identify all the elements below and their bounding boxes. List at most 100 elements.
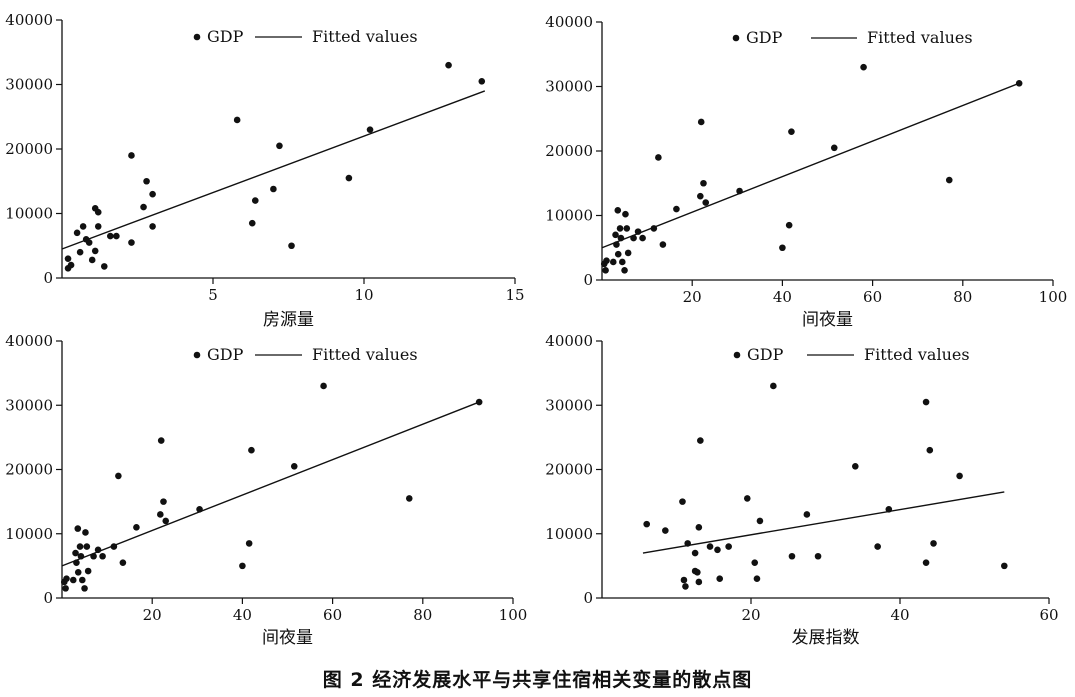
legend: GDP Fitted values bbox=[193, 345, 418, 364]
y-tick-label: 40000 bbox=[5, 332, 53, 350]
data-point bbox=[320, 382, 327, 390]
data-point bbox=[716, 575, 724, 583]
data-point bbox=[725, 543, 732, 550]
x-tick-label: 80 bbox=[953, 288, 972, 306]
fitted-line bbox=[61, 90, 486, 250]
data-point bbox=[616, 225, 624, 232]
data-point bbox=[743, 495, 751, 502]
legend-dot-marker bbox=[733, 351, 741, 359]
data-point bbox=[81, 585, 88, 592]
data-point bbox=[62, 585, 69, 592]
legend-label-gdp: GDP bbox=[746, 28, 783, 47]
data-point bbox=[622, 210, 629, 218]
legend-label-gdp: GDP bbox=[207, 27, 244, 46]
scatter-panel-development-index: 0 10000 20000 30000 40000 20 40 60 发展指数 GDP Fitted… bbox=[537, 328, 1075, 650]
data-point bbox=[149, 223, 156, 230]
fitted-line bbox=[601, 82, 1020, 249]
legend-label-gdp: GDP bbox=[207, 345, 244, 364]
y-tick-label: 30000 bbox=[5, 396, 53, 414]
data-point bbox=[612, 231, 619, 239]
legend: GDP Fitted values bbox=[732, 28, 973, 47]
data-point bbox=[694, 569, 701, 576]
data-point bbox=[874, 543, 881, 550]
y-tick-label: 30000 bbox=[545, 78, 593, 96]
data-point bbox=[73, 229, 81, 237]
x-tick-label: 15 bbox=[505, 286, 524, 304]
data-point bbox=[662, 527, 669, 534]
data-point bbox=[76, 248, 84, 256]
chart-svg: 0 10000 20000 30000 40000 20 40 60 发展指数 GDP Fitted… bbox=[545, 332, 1058, 648]
y-tick-label: 20000 bbox=[5, 461, 53, 479]
data-point bbox=[119, 559, 127, 566]
y-tick-label: 40000 bbox=[5, 11, 53, 29]
data-point bbox=[115, 472, 122, 480]
scatter-panel-housing-supply: 0 10000 20000 30000 40000 5 10 15 房源量 GDP Fitted v… bbox=[0, 0, 540, 330]
data-point bbox=[140, 203, 147, 211]
x-tick-label: 100 bbox=[1039, 288, 1068, 306]
y-tick-label: 10000 bbox=[5, 525, 53, 543]
data-point bbox=[251, 197, 259, 204]
y-tick-label: 40000 bbox=[545, 332, 593, 350]
data-point bbox=[288, 242, 295, 250]
data-point bbox=[64, 255, 72, 262]
data-point bbox=[697, 192, 704, 200]
legend-label-gdp: GDP bbox=[747, 345, 784, 364]
data-point bbox=[475, 398, 483, 406]
x-tick-label: 40 bbox=[233, 606, 252, 624]
x-tick-label: 20 bbox=[143, 606, 162, 624]
y-tick-label: 10000 bbox=[545, 525, 593, 543]
data-point bbox=[67, 261, 75, 269]
data-point bbox=[751, 559, 759, 566]
data-point bbox=[930, 540, 937, 547]
data-point bbox=[345, 174, 353, 182]
legend-dot-marker bbox=[193, 351, 201, 359]
data-point bbox=[700, 179, 707, 187]
data-point bbox=[290, 462, 298, 470]
data-point bbox=[248, 219, 256, 227]
y-tick-label: 30000 bbox=[5, 76, 53, 94]
y-tick-label: 10000 bbox=[5, 205, 53, 223]
data-point bbox=[956, 472, 963, 480]
x-tick-label: 100 bbox=[499, 606, 528, 624]
y-tick-label: 0 bbox=[43, 589, 53, 607]
data-point bbox=[702, 199, 710, 206]
figure-caption: 图 2 经济发展水平与共享住宿相关变量的散点图 bbox=[322, 669, 753, 691]
legend-label-fitted-values: Fitted values bbox=[312, 27, 418, 46]
data-point bbox=[74, 525, 82, 532]
x-tick-label: 60 bbox=[323, 606, 342, 624]
data-point bbox=[1015, 79, 1023, 87]
data-point bbox=[149, 190, 156, 198]
x-tick-label: 5 bbox=[208, 286, 218, 304]
y-tick-label: 10000 bbox=[545, 207, 593, 225]
y-tick-label: 20000 bbox=[545, 461, 593, 479]
legend-label-fitted-values: Fitted values bbox=[864, 345, 970, 364]
data-point bbox=[100, 263, 108, 270]
x-tick-label: 60 bbox=[863, 288, 882, 306]
x-axis-label: 间夜量 bbox=[262, 628, 313, 648]
data-point bbox=[770, 382, 777, 390]
data-point bbox=[63, 575, 70, 583]
chart-svg: 0 10000 20000 30000 40000 5 10 15 房源量 GDP Fitted v… bbox=[5, 11, 524, 330]
data-point bbox=[852, 462, 859, 470]
data-point bbox=[162, 517, 170, 525]
y-tick-label: 20000 bbox=[5, 140, 53, 158]
data-point bbox=[79, 223, 87, 230]
data-point bbox=[157, 437, 165, 444]
data-point bbox=[785, 221, 793, 229]
data-point bbox=[753, 575, 761, 583]
data-point bbox=[72, 549, 79, 557]
data-point bbox=[133, 524, 140, 531]
data-point bbox=[128, 152, 135, 159]
x-tick-label: 10 bbox=[354, 286, 373, 304]
data-point bbox=[621, 267, 628, 274]
data-point bbox=[248, 446, 255, 454]
data-point bbox=[655, 154, 662, 161]
data-point bbox=[803, 511, 811, 518]
data-point bbox=[76, 543, 84, 550]
data-point bbox=[756, 517, 764, 525]
x-tick-label: 40 bbox=[890, 606, 909, 624]
data-point bbox=[697, 437, 704, 444]
x-axis-label: 房源量 bbox=[263, 310, 314, 330]
data-point bbox=[691, 549, 699, 557]
data-point bbox=[922, 559, 930, 566]
